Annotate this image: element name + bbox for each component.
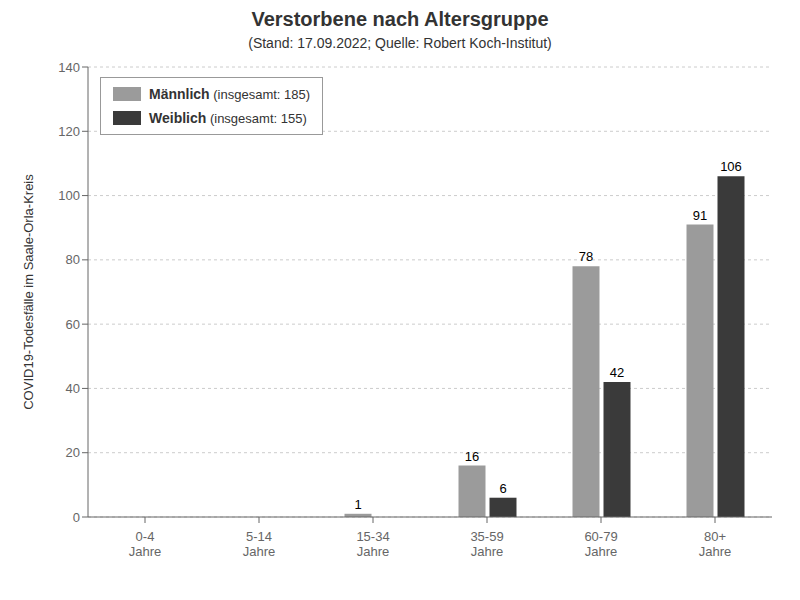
html-text:Weiblich (insgesamt: 155): Weiblich (insgesamt: 155) <box>149 110 307 126</box>
svg-text:80: 80 <box>66 252 80 267</box>
svg-text:COVID19-Todesfälle im Saale-Or: COVID19-Todesfälle im Saale-Orla-Kreis <box>21 174 36 410</box>
html-text:Männlich (insgesamt: 185): Männlich (insgesamt: 185) <box>149 86 311 102</box>
svg-text:15-34Jahre: 15-34Jahre <box>356 529 389 560</box>
svg-text:40: 40 <box>66 381 80 396</box>
svg-text:35-59Jahre: 35-59Jahre <box>470 529 503 560</box>
svg-text:16: 16 <box>465 449 479 464</box>
svg-text:20: 20 <box>66 445 80 460</box>
svg-text:0-4Jahre: 0-4Jahre <box>129 529 162 560</box>
html-text:Verstorbene nach Altersgruppe: Verstorbene nach Altersgruppe <box>251 8 549 30</box>
svg-text:1: 1 <box>354 497 361 512</box>
svg-text:5-14Jahre: 5-14Jahre <box>243 529 276 560</box>
svg-text:60-79Jahre: 60-79Jahre <box>584 529 617 560</box>
svg-text:100: 100 <box>58 188 80 203</box>
svg-text:91: 91 <box>693 208 707 223</box>
svg-text:140: 140 <box>58 60 80 75</box>
svg-text:106: 106 <box>720 159 742 174</box>
svg-text:6: 6 <box>499 481 506 496</box>
svg-text:78: 78 <box>579 249 593 264</box>
svg-text:120: 120 <box>58 124 80 139</box>
html-text:(Stand: 17.09.2022; Quelle: Ro: (Stand: 17.09.2022; Quelle: Robert Koch-… <box>248 35 552 51</box>
svg-text:80+Jahre: 80+Jahre <box>699 529 732 560</box>
svg-text:60: 60 <box>66 317 80 332</box>
svg-text:0: 0 <box>73 510 80 525</box>
svg-text:42: 42 <box>610 365 624 380</box>
